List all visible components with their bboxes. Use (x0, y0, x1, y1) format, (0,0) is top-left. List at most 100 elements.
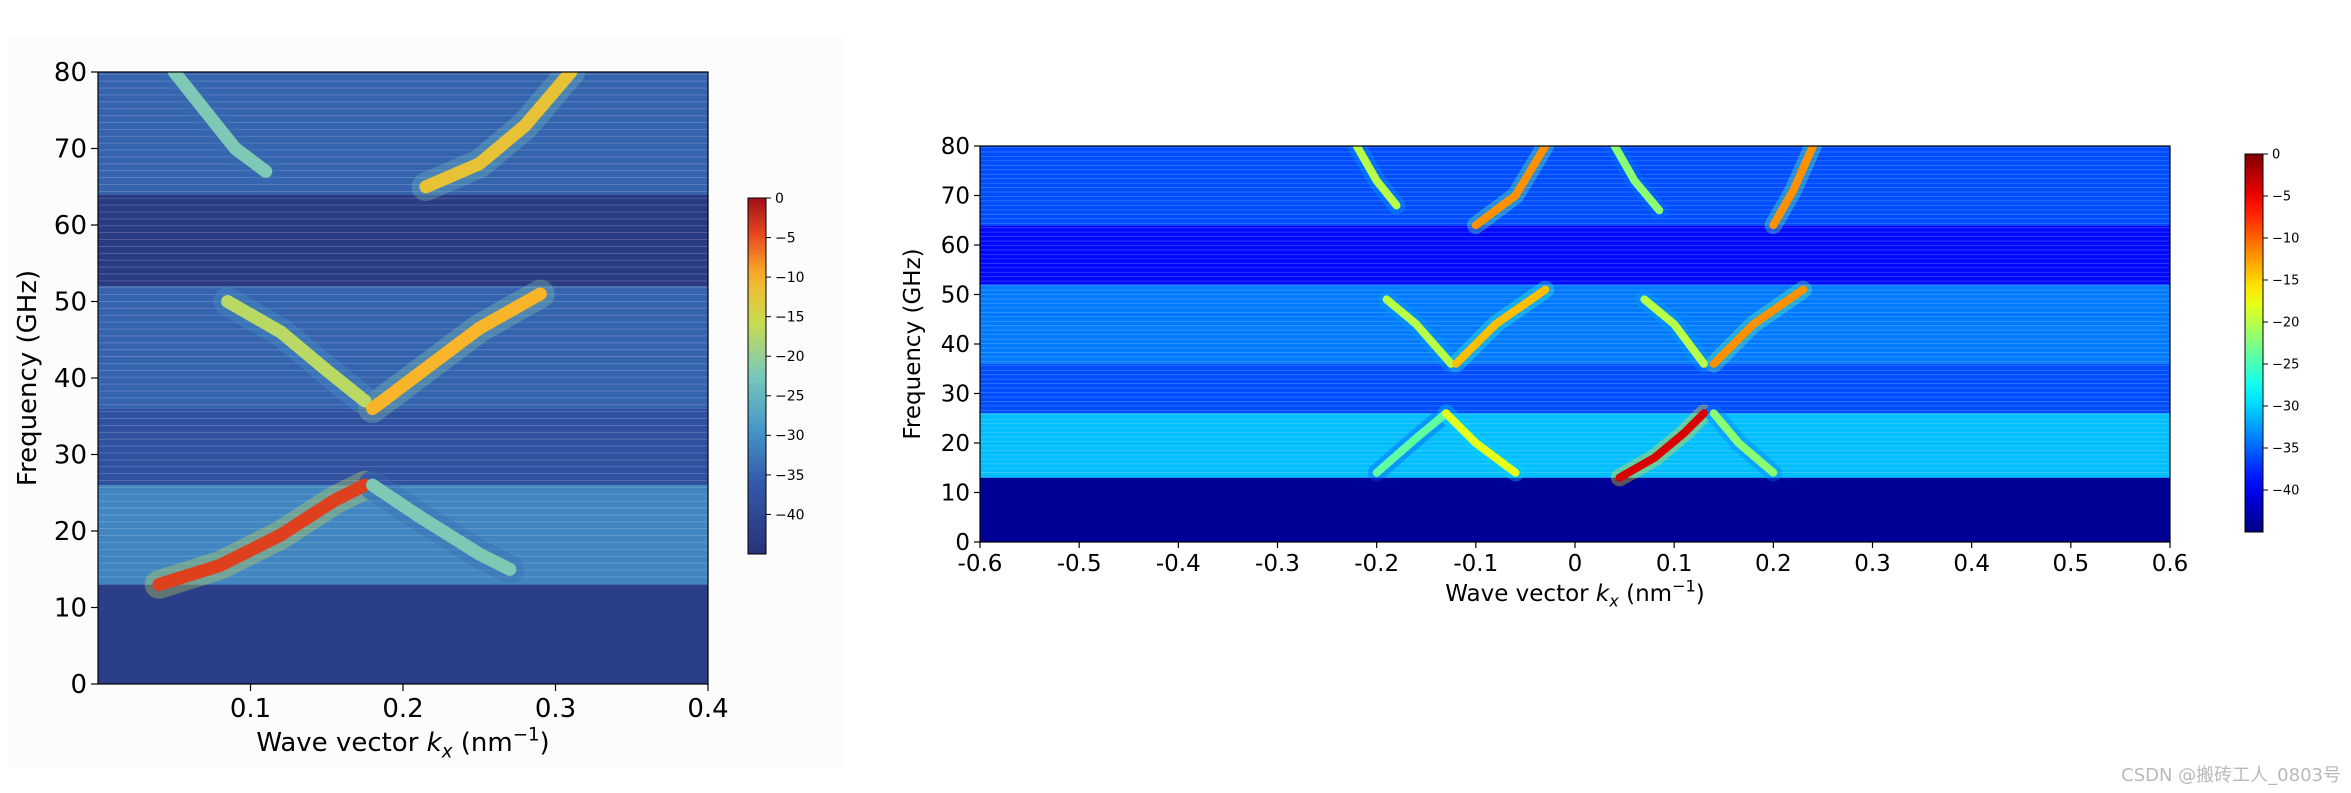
right-band-3 (980, 284, 2170, 364)
left-plot-area (98, 72, 708, 684)
left-xtick-label-2: 0.3 (535, 694, 576, 724)
right-curve-branch-11 (1610, 146, 1664, 215)
left-cb-tick-label-8: −40 (775, 507, 805, 523)
right-xlabel-exp: −1 (1672, 577, 1696, 596)
right-xtick-label-6: 0 (1568, 551, 1583, 577)
left-curve-branch-6 (419, 72, 578, 194)
right-cb-tick-label-8: −40 (2272, 484, 2299, 499)
left-ytick-label-3: 30 (54, 441, 87, 471)
right-curve-branch-5 (1382, 295, 1455, 368)
right-xtick-label-3: -0.3 (1255, 551, 1300, 577)
right-cb-tick-label-4: −20 (2272, 316, 2299, 331)
left-cb-tick-label-3: −15 (775, 310, 805, 326)
left-xlabel-text: Wave vector (256, 728, 426, 758)
right-cb-tick-label-2: −10 (2272, 232, 2299, 247)
right-ytick-label-3: 30 (941, 382, 970, 408)
right-ytick-label-0: 0 (955, 530, 970, 556)
right-xtick-label-12: 0.6 (2152, 551, 2189, 577)
left-xlabel-close: ) (540, 728, 550, 758)
right-ytick-label-4: 40 (941, 332, 970, 358)
left-ytick-label-7: 70 (54, 135, 87, 165)
left-heatmap-chart: 0.1 0.2 0.3 0.4 0 10 20 30 40 50 60 70 80 Wave vector… (13, 58, 805, 762)
right-band-2 (980, 363, 2170, 414)
right-curve-branch-2 (1442, 409, 1520, 477)
right-ytick-label-5: 50 (941, 283, 970, 309)
right-band-1 (980, 413, 2170, 478)
right-xtick-label-11: 0.5 (2053, 551, 2090, 577)
right-xtick-label-1: -0.5 (1057, 551, 1102, 577)
right-heatmap-chart: -0.6 -0.5 -0.4 -0.3 -0.2 -0.1 0 0.1 0.2 0.3 0.4 0.5… (900, 134, 2299, 611)
right-xlabel-text: Wave vector (1445, 581, 1596, 607)
left-ytick-label-4: 40 (54, 364, 87, 394)
left-cb-tick-label-1: −5 (775, 230, 796, 246)
left-colorbar (747, 197, 767, 555)
right-xtick-label-5: -0.1 (1453, 551, 1498, 577)
left-xlabel-subscript: x (441, 741, 453, 762)
watermark-text: CSDN @搬砖工人_0803号 (2121, 765, 2341, 786)
left-stripes (98, 73, 708, 578)
right-xtick-label-9: 0.3 (1854, 551, 1891, 577)
right-xlabel-subscript: x (1608, 592, 1619, 611)
right-xtick-label-8: 0.2 (1755, 551, 1792, 577)
right-curve-branch-7 (1640, 295, 1708, 368)
left-ytick-label-1: 10 (54, 594, 87, 624)
right-xlabel-unit: (nm (1619, 581, 1672, 607)
left-curve-branch-5 (167, 72, 273, 178)
right-band-4 (980, 225, 2170, 285)
right-xlabel: Wave vector kx (nm−1) (1445, 577, 1705, 611)
left-ytick-label-2: 20 (54, 517, 87, 547)
right-xtick-label-2: -0.4 (1156, 551, 1201, 577)
right-curve-branch-8 (1709, 285, 1808, 368)
left-band-4 (98, 194, 708, 287)
left-cb-tick-label-2: −10 (775, 270, 805, 286)
right-xtick-label-10: 0.4 (1953, 551, 1990, 577)
left-xtick-label-0: 0.1 (230, 694, 271, 724)
right-ytick-label-7: 70 (941, 184, 970, 210)
right-xlabel-symbol: k (1596, 581, 1611, 607)
right-cb-tick-label-1: −5 (2272, 190, 2291, 205)
left-band-0 (98, 584, 708, 684)
left-ytick-label-8: 80 (54, 58, 87, 88)
left-heatmap-panel: 0.1 0.2 0.3 0.4 0 10 20 30 40 50 60 70 80 Wave vector… (8, 36, 843, 768)
right-ytick-label-6: 60 (941, 233, 970, 259)
left-cb-tick-label-6: −30 (775, 428, 805, 444)
right-cb-tick-label-7: −35 (2272, 442, 2299, 457)
left-xtick-label-1: 0.2 (382, 694, 423, 724)
right-curve-branch-4 (1709, 409, 1778, 477)
right-band-0 (980, 477, 2170, 542)
right-curve-branch-9 (1352, 146, 1401, 210)
right-curve-branch-6 (1452, 285, 1550, 368)
right-xtick-label-4: -0.2 (1354, 551, 1399, 577)
right-curve-branch-10 (1471, 146, 1550, 230)
left-band-2 (98, 408, 708, 486)
right-plot-area (980, 146, 2170, 542)
right-curve-branch-12 (1769, 146, 1817, 230)
right-cb-tick-label-6: −30 (2272, 400, 2299, 415)
left-xlabel-symbol: k (427, 728, 443, 758)
left-xlabel-unit: (nm (453, 728, 513, 758)
right-band-5 (980, 146, 2170, 226)
left-ytick-label-6: 60 (54, 211, 87, 241)
right-ytick-label-8: 80 (941, 134, 970, 160)
right-curve-branch-3 (1615, 409, 1708, 482)
right-cb-tick-label-0: 0 (2272, 148, 2280, 163)
right-colorbar (2244, 153, 2264, 533)
left-curve-branch-2 (366, 478, 517, 576)
left-cb-tick-label-4: −20 (775, 349, 805, 365)
left-xlabel-exp: −1 (513, 724, 540, 745)
left-cb-tick-label-5: −25 (775, 389, 805, 405)
left-curve-branch-1 (152, 478, 372, 591)
left-xlabel: Wave vector kx (nm−1) (256, 724, 549, 762)
right-curve-branch-1 (1372, 409, 1451, 477)
right-xlabel-close: ) (1696, 581, 1705, 607)
right-xtick-label-0: -0.6 (958, 551, 1003, 577)
right-ytick-label-2: 20 (941, 431, 970, 457)
left-band-5 (98, 72, 708, 195)
right-stripes (980, 147, 2170, 474)
left-ytick-label-5: 50 (54, 288, 87, 318)
left-ytick-label-0: 0 (70, 670, 87, 700)
right-cb-tick-label-5: −25 (2272, 358, 2299, 373)
right-cb-tick-label-3: −15 (2272, 274, 2299, 289)
left-ylabel: Frequency (GHz) (13, 270, 43, 486)
left-cb-tick-label-0: 0 (775, 191, 784, 207)
